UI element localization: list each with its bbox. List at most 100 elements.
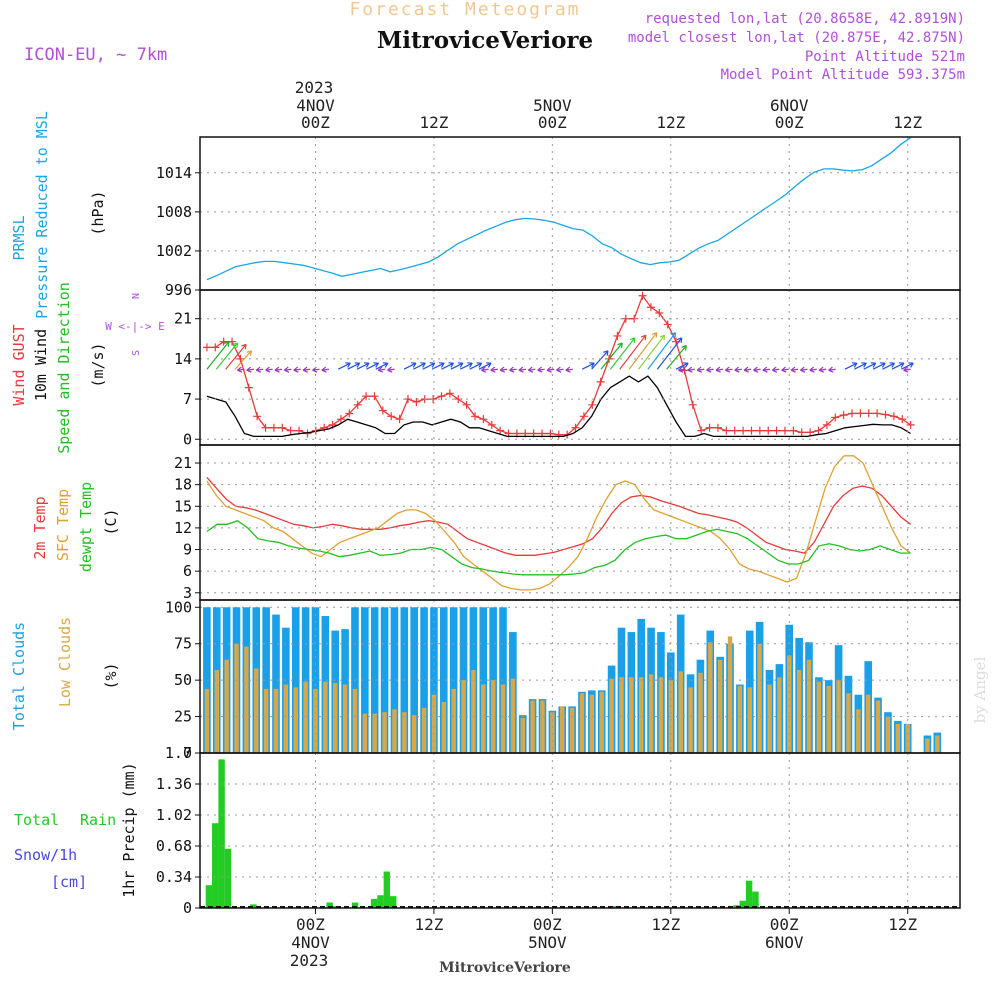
sfc-temp-line bbox=[206, 455, 911, 591]
wind-vector bbox=[312, 368, 320, 371]
total-cloud-bar bbox=[262, 607, 270, 753]
low-cloud-bar bbox=[826, 685, 831, 753]
low-cloud-bar bbox=[806, 659, 812, 753]
wind-vector bbox=[828, 368, 836, 371]
gust-marker bbox=[429, 395, 438, 404]
wind-vector-head bbox=[565, 366, 571, 373]
wind-vector bbox=[347, 362, 360, 370]
gust-marker bbox=[663, 320, 672, 329]
low-cloud-bar bbox=[648, 674, 654, 753]
wind-vector-head bbox=[762, 366, 768, 373]
low-cloud-bar bbox=[599, 691, 604, 753]
wind-vector-head bbox=[629, 337, 636, 343]
gust-marker bbox=[613, 331, 622, 340]
gust-marker bbox=[378, 406, 387, 415]
wind-vector bbox=[481, 368, 489, 371]
gust-marker bbox=[554, 430, 563, 439]
wind-vector bbox=[715, 368, 724, 371]
wind-vector bbox=[666, 345, 687, 370]
wind-vector bbox=[215, 342, 238, 370]
low-cloud-bar bbox=[994, 746, 998, 753]
low-cloud-bar bbox=[224, 659, 229, 753]
y-tick-label: 12 bbox=[174, 519, 192, 537]
gust-marker bbox=[881, 410, 890, 419]
total-cloud-bar bbox=[963, 733, 971, 753]
gust-marker bbox=[370, 392, 379, 401]
10m-wind-line bbox=[206, 375, 911, 438]
gust-marker bbox=[202, 343, 211, 352]
wind-vector-head bbox=[410, 362, 417, 368]
top-hour-label: 00Z bbox=[301, 113, 330, 132]
wind-vector bbox=[725, 368, 733, 371]
low-cloud-bar bbox=[629, 677, 634, 753]
top-day-label: 6NOV bbox=[770, 96, 809, 115]
footer-station: MitroviceVeriore bbox=[439, 960, 571, 976]
low-cloud-bar bbox=[609, 678, 614, 753]
wind-vector-head bbox=[696, 366, 703, 373]
panel-pressure: 996 1002 1008 1014 bbox=[156, 136, 961, 299]
rain-bar bbox=[332, 906, 340, 908]
wind-vector-head bbox=[828, 366, 834, 373]
rain-bar bbox=[224, 848, 232, 908]
gust-marker bbox=[395, 415, 404, 424]
low-cloud-bar bbox=[678, 671, 683, 753]
wind-vector bbox=[581, 362, 595, 370]
low-cloud-bar bbox=[510, 678, 516, 753]
gust-marker bbox=[596, 377, 605, 386]
direction-label: Speed and Direction bbox=[55, 282, 73, 454]
bottom-hour-label: 12Z bbox=[888, 915, 917, 934]
cloud-unit-label: (%) bbox=[102, 662, 120, 689]
wind-vector bbox=[490, 368, 498, 371]
panel-clouds: 0 25 50 75 100 bbox=[165, 598, 998, 762]
rain-bar bbox=[383, 871, 391, 908]
low-cloud-bar bbox=[471, 669, 476, 753]
top-hour-label: 00Z bbox=[775, 113, 804, 132]
wind-vector bbox=[469, 362, 482, 370]
low-cloud-bar bbox=[352, 688, 358, 753]
low-cloud-bar bbox=[975, 733, 979, 753]
wind-vector bbox=[378, 368, 386, 371]
panel-frame bbox=[199, 444, 961, 601]
wind-label: 10m Wind bbox=[32, 329, 50, 401]
bottom-day-labels: 4NOV 5NOV 6NOV bbox=[291, 933, 804, 952]
wind-vector bbox=[638, 334, 666, 370]
low-cloud-bar bbox=[333, 683, 338, 753]
low-cloud-bar bbox=[717, 659, 723, 753]
wind-labels: Wind GUST 10m Wind Speed and Direction (… bbox=[10, 282, 165, 454]
wind-vector-head bbox=[537, 366, 543, 373]
prmsl-desc-label: Pressure Reduced to MSL bbox=[33, 111, 51, 319]
wind-vector bbox=[478, 362, 492, 370]
gust-marker bbox=[646, 303, 655, 312]
wind-vector bbox=[819, 368, 827, 371]
y-tick-label: 21 bbox=[174, 310, 192, 328]
wind-vector-head bbox=[420, 362, 426, 368]
prmsl-line bbox=[206, 137, 911, 281]
wind-vector-head bbox=[706, 366, 712, 373]
low-cloud-bar bbox=[560, 706, 565, 753]
gust-marker bbox=[471, 412, 480, 421]
total-cloud-bar bbox=[973, 733, 981, 753]
wind-vector bbox=[609, 337, 636, 370]
total-precip-label: Total bbox=[14, 811, 59, 829]
low-cloud-bar bbox=[905, 723, 910, 753]
wind-vector bbox=[293, 368, 301, 371]
wind-vector bbox=[366, 362, 379, 370]
temp-unit-label: (C) bbox=[102, 508, 120, 535]
wind-vector bbox=[687, 368, 695, 371]
wind-vector bbox=[422, 362, 435, 370]
wind-vector-head bbox=[467, 362, 473, 368]
wind-vector-head bbox=[255, 366, 262, 373]
closest-coords: model closest lon,lat (20.875E, 42.875N) bbox=[628, 30, 965, 46]
dewpt-temp-line bbox=[206, 519, 911, 576]
wind-vector-head bbox=[870, 362, 877, 368]
bottom-day-label: 4NOV bbox=[291, 933, 330, 952]
wind-vector bbox=[237, 368, 245, 371]
low-cloud-bar bbox=[481, 684, 486, 753]
low-cloud-bar bbox=[965, 736, 969, 753]
low-cloud-bar bbox=[846, 693, 851, 753]
top-hour-label: 12Z bbox=[419, 113, 448, 132]
gust-marker bbox=[747, 426, 756, 435]
gust-marker bbox=[873, 409, 882, 418]
top-hour-label: 12Z bbox=[656, 113, 685, 132]
total-cloud-bar bbox=[459, 607, 468, 753]
